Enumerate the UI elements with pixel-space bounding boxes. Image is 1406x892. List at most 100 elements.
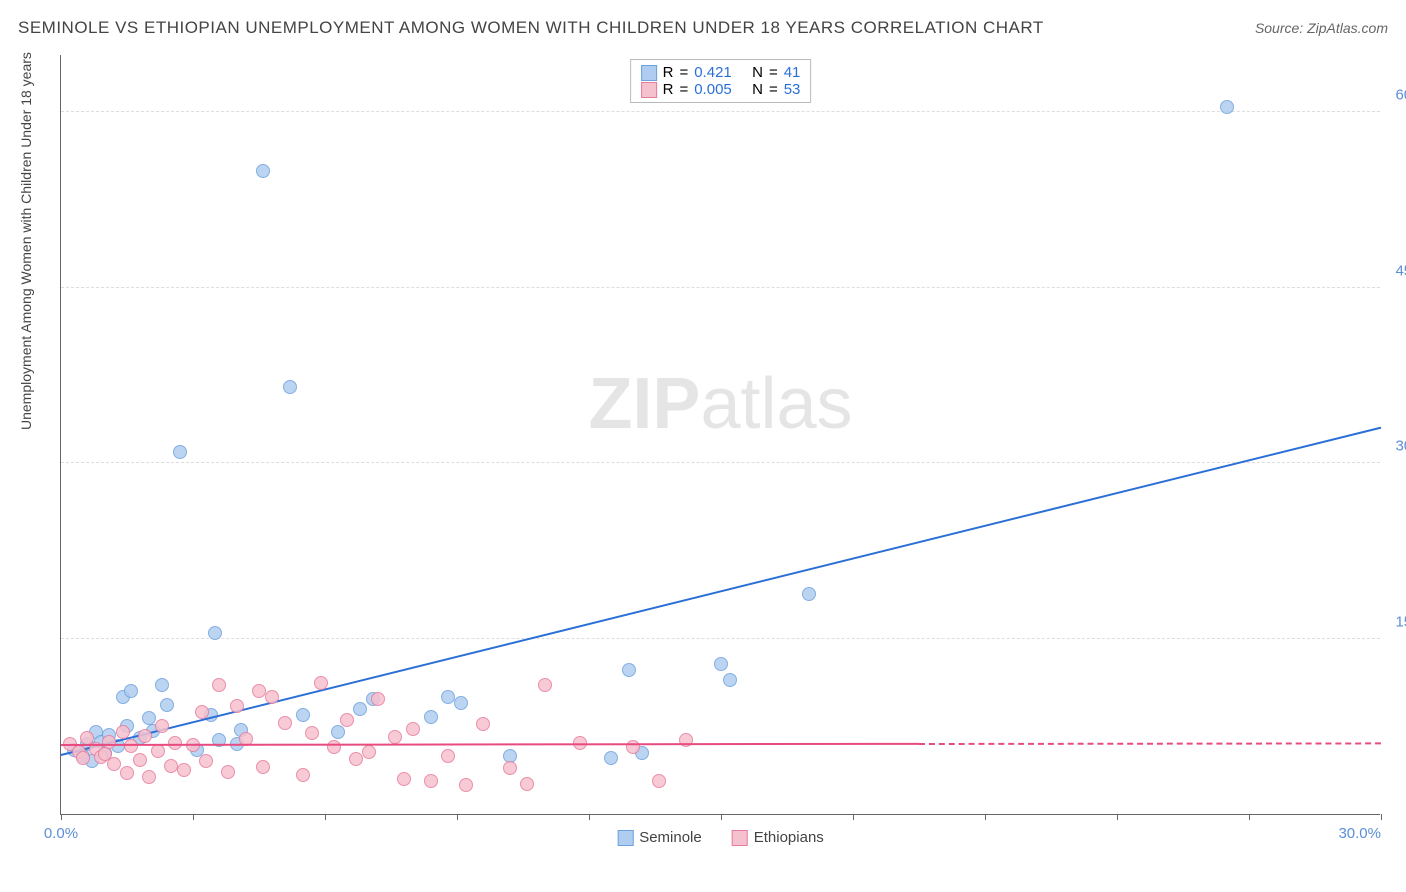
data-point — [424, 710, 438, 724]
data-point — [142, 770, 156, 784]
data-point — [362, 745, 376, 759]
data-point — [454, 696, 468, 710]
data-point — [314, 676, 328, 690]
swatch-ethiopians-bottom — [732, 830, 748, 846]
x-tick — [721, 814, 722, 820]
data-point — [296, 768, 310, 782]
plot-area: ZIPatlas R = 0.421 N = 41 R = 0.005 N = … — [60, 55, 1380, 815]
data-point — [208, 626, 222, 640]
gridline — [61, 111, 1380, 112]
data-point — [76, 751, 90, 765]
data-point — [173, 445, 187, 459]
data-point — [388, 730, 402, 744]
r-value-seminole: 0.421 — [694, 64, 732, 81]
data-point — [138, 729, 152, 743]
x-tick — [61, 814, 62, 820]
gridline — [61, 638, 1380, 639]
data-point — [340, 713, 354, 727]
data-point — [714, 657, 728, 671]
title-bar: SEMINOLE VS ETHIOPIAN UNEMPLOYMENT AMONG… — [18, 18, 1388, 38]
data-point — [278, 716, 292, 730]
data-point — [212, 678, 226, 692]
x-tick — [193, 814, 194, 820]
gridline — [61, 287, 1380, 288]
data-point — [331, 725, 345, 739]
chart-title: SEMINOLE VS ETHIOPIAN UNEMPLOYMENT AMONG… — [18, 18, 1044, 38]
data-point — [305, 726, 319, 740]
swatch-ethiopians — [641, 82, 657, 98]
data-point — [142, 711, 156, 725]
data-point — [723, 673, 737, 687]
data-point — [283, 380, 297, 394]
data-point — [441, 749, 455, 763]
data-point — [679, 733, 693, 747]
y-tick-label: 15.0% — [1395, 613, 1406, 630]
x-tick — [853, 814, 854, 820]
data-point — [151, 744, 165, 758]
legend-item-seminole: Seminole — [617, 829, 702, 846]
data-point — [622, 663, 636, 677]
data-point — [296, 708, 310, 722]
x-tick — [457, 814, 458, 820]
data-point — [107, 757, 121, 771]
data-point — [265, 690, 279, 704]
x-tick — [589, 814, 590, 820]
data-point — [476, 717, 490, 731]
data-point — [124, 739, 138, 753]
legend-correlation: R = 0.421 N = 41 R = 0.005 N = 53 — [630, 59, 812, 103]
data-point — [652, 774, 666, 788]
data-point — [503, 761, 517, 775]
source-label: Source: ZipAtlas.com — [1255, 20, 1388, 36]
data-point — [221, 765, 235, 779]
data-point — [155, 719, 169, 733]
x-tick — [1249, 814, 1250, 820]
data-point — [177, 763, 191, 777]
data-point — [160, 698, 174, 712]
data-point — [124, 684, 138, 698]
x-tick — [325, 814, 326, 820]
y-axis-label: Unemployment Among Women with Children U… — [18, 52, 34, 430]
data-point — [256, 164, 270, 178]
data-point — [230, 699, 244, 713]
trend-line — [61, 426, 1381, 755]
n-value-seminole: 41 — [784, 64, 801, 81]
data-point — [604, 751, 618, 765]
data-point — [424, 774, 438, 788]
x-tick-label: 0.0% — [44, 825, 78, 842]
data-point — [353, 702, 367, 716]
data-point — [120, 766, 134, 780]
y-tick-label: 60.0% — [1395, 87, 1406, 104]
data-point — [459, 778, 473, 792]
data-point — [441, 690, 455, 704]
x-tick — [1117, 814, 1118, 820]
r-value-ethiopians: 0.005 — [694, 81, 732, 98]
data-point — [155, 678, 169, 692]
data-point — [802, 587, 816, 601]
watermark: ZIPatlas — [588, 363, 852, 445]
data-point — [164, 759, 178, 773]
x-tick — [985, 814, 986, 820]
data-point — [406, 722, 420, 736]
data-point — [327, 740, 341, 754]
data-point — [199, 754, 213, 768]
data-point — [371, 692, 385, 706]
trend-line-extrapolated — [919, 742, 1381, 745]
data-point — [349, 752, 363, 766]
data-point — [168, 736, 182, 750]
data-point — [538, 678, 552, 692]
y-tick-label: 30.0% — [1395, 438, 1406, 455]
data-point — [397, 772, 411, 786]
data-point — [1220, 100, 1234, 114]
data-point — [133, 753, 147, 767]
legend-row-ethiopians: R = 0.005 N = 53 — [641, 81, 801, 98]
trend-line — [61, 743, 919, 746]
data-point — [102, 735, 116, 749]
x-tick — [1381, 814, 1382, 820]
swatch-seminole — [641, 65, 657, 81]
x-tick-label: 30.0% — [1338, 825, 1381, 842]
legend-series: Seminole Ethiopians — [617, 829, 824, 846]
gridline — [61, 462, 1380, 463]
data-point — [195, 705, 209, 719]
data-point — [256, 760, 270, 774]
data-point — [252, 684, 266, 698]
